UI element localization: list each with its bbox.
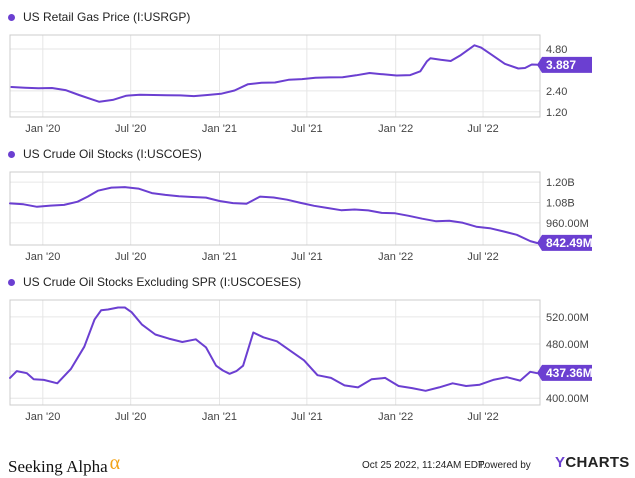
- ycharts-y-icon: Y: [555, 454, 566, 471]
- ycharts-logo[interactable]: YCHARTS: [555, 454, 630, 471]
- legend-dot-icon: [8, 13, 15, 21]
- x-tick-label: Jan '21: [202, 411, 237, 423]
- y-tick-label: 1.20B: [546, 177, 575, 189]
- timestamp: Oct 25 2022, 11:24AM EDT.: [362, 460, 486, 471]
- plot-area-border: [9, 171, 541, 246]
- last-value-badge: [537, 234, 592, 251]
- x-tick-label: Jul '22: [467, 123, 498, 135]
- footer: Seeking Alpha α Oct 25 2022, 11:24AM EDT.…: [0, 446, 635, 478]
- chart-crude-stocks: Jan '20 Jul '20 Jan '21 Jul '21 Jan '22 Jul '…: [9, 171, 593, 263]
- y-tick-label: 480.00M: [546, 339, 589, 351]
- chart-crude-stocks-ex-spr: Jan '20 Jul '20 Jan '21 Jul '21 Jan '22 Jul '…: [9, 299, 593, 423]
- x-tick-label: Jul '21: [291, 123, 322, 135]
- x-tick-label: Jan '21: [202, 251, 237, 263]
- series-line: [9, 306, 539, 392]
- last-value-badge: [537, 364, 592, 381]
- x-tick-label: Jul '21: [291, 411, 322, 423]
- last-value-label: 3.887: [546, 58, 576, 72]
- brand-name: Seeking Alpha: [8, 457, 108, 476]
- legend-dot-icon: [8, 150, 15, 158]
- x-tick-label: Jan '20: [25, 251, 60, 263]
- x-tick-label: Jan '20: [25, 411, 60, 423]
- x-tick-label: Jul '21: [291, 251, 322, 263]
- powered-by-label: Powered by: [478, 460, 531, 471]
- y-tick-label: 400.00M: [546, 393, 589, 405]
- y-tick-label: 1.08B: [546, 198, 575, 210]
- y-tick-label: 2.40: [546, 86, 567, 98]
- chart-gas-price: Jan '20 Jul '20 Jan '21 Jul '21 Jan '22 Jul '…: [9, 34, 592, 135]
- y-tick-label: 520.00M: [546, 312, 589, 324]
- x-tick-label: Jul '22: [467, 251, 498, 263]
- y-tick-label: 4.80: [546, 44, 567, 56]
- legend-dot-icon: [8, 278, 15, 286]
- series-line: [9, 186, 539, 244]
- x-tick-label: Jul '20: [115, 411, 146, 423]
- x-tick-label: Jan '22: [378, 411, 413, 423]
- panel-title-gas-text: US Retail Gas Price (I:USRGP): [23, 10, 191, 24]
- series-line: [10, 44, 540, 103]
- x-tick-label: Jan '20: [25, 123, 60, 135]
- panel-title-crude: US Crude Oil Stocks (I:USCOES): [8, 147, 202, 161]
- x-tick-label: Jul '20: [115, 123, 146, 135]
- panel-title-gas: US Retail Gas Price (I:USRGP): [8, 10, 190, 24]
- x-tick-label: Jan '22: [378, 251, 413, 263]
- panel-title-crude-ex-spr-text: US Crude Oil Stocks Excluding SPR (I:USC…: [23, 275, 302, 289]
- last-value-label: 842.49M: [546, 236, 593, 250]
- y-tick-label: 960.00M: [546, 218, 589, 230]
- alpha-icon: α: [109, 452, 121, 474]
- ycharts-wordmark: CHARTS: [565, 454, 630, 471]
- seeking-alpha-logo[interactable]: Seeking Alpha α: [8, 452, 120, 477]
- last-value-label: 437.36M: [546, 366, 593, 380]
- plot-area-border: [9, 34, 541, 118]
- panel-title-crude-ex-spr: US Crude Oil Stocks Excluding SPR (I:USC…: [8, 275, 301, 289]
- x-tick-label: Jul '22: [467, 411, 498, 423]
- last-value-badge: [537, 56, 592, 73]
- x-tick-label: Jan '22: [378, 123, 413, 135]
- panel-title-crude-text: US Crude Oil Stocks (I:USCOES): [23, 147, 202, 161]
- plot-area-border: [9, 299, 541, 406]
- x-tick-label: Jan '21: [202, 123, 237, 135]
- y-tick-label: 1.20: [546, 107, 567, 119]
- x-tick-label: Jul '20: [115, 251, 146, 263]
